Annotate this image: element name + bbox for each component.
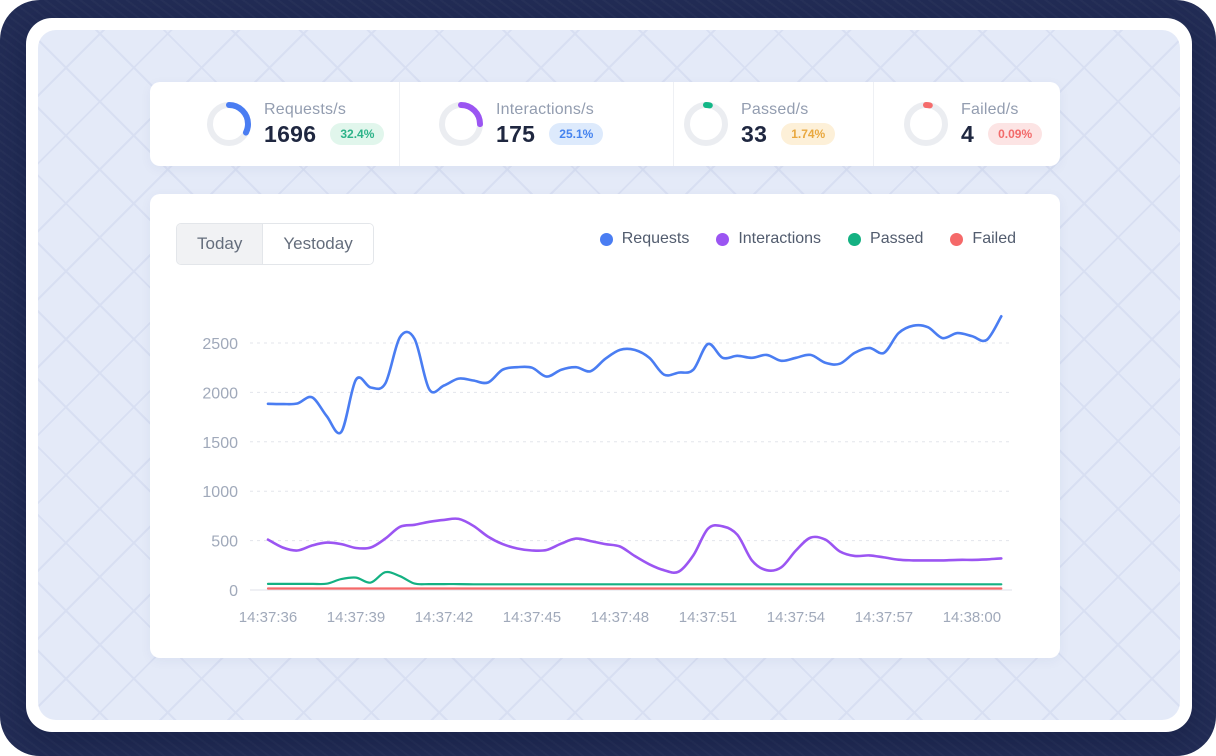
chart-legend: Requests Interactions Passed Failed	[599, 230, 1016, 248]
stat-interactions: Interactions/s 175 25.1%	[438, 82, 604, 166]
stat-failed: Failed/s 4 0.09%	[903, 82, 1043, 166]
stat-value: 4	[961, 120, 975, 147]
failed-ring-gauge	[904, 102, 948, 146]
stat-passed: Passed/s 33 1.74%	[683, 82, 836, 166]
stat-requests: Requests/s 1696 32.4%	[206, 82, 385, 166]
stat-badge: 1.74%	[781, 123, 836, 145]
svg-text:2000: 2000	[202, 385, 238, 402]
legend-item-passed[interactable]: Passed	[848, 230, 923, 248]
interactions-dot-icon	[716, 232, 730, 246]
divider	[399, 82, 400, 166]
svg-text:1000: 1000	[202, 484, 238, 501]
stat-value: 33	[741, 120, 768, 147]
svg-text:1500: 1500	[202, 435, 238, 452]
time-range-tabs: Today Yestoday	[176, 223, 374, 265]
divider	[673, 82, 674, 166]
legend-label: Passed	[870, 230, 924, 247]
stat-badge: 25.1%	[549, 123, 604, 145]
legend-label: Requests	[621, 230, 690, 247]
divider	[873, 82, 874, 166]
stat-value: 1696	[264, 120, 317, 147]
tab-today[interactable]: Today	[177, 224, 264, 264]
legend-item-failed[interactable]: Failed	[950, 230, 1016, 248]
stat-label: Requests/s	[264, 100, 347, 118]
legend-item-interactions[interactable]: Interactions	[716, 230, 821, 248]
requests-dot-icon	[599, 232, 613, 246]
interactions-ring-gauge	[439, 102, 483, 146]
stat-badge: 32.4%	[330, 123, 385, 145]
svg-text:14:37:48: 14:37:48	[591, 609, 649, 626]
legend-item-requests[interactable]: Requests	[599, 230, 690, 248]
svg-text:0: 0	[229, 583, 238, 600]
failed-dot-icon	[950, 232, 964, 246]
passed-ring-gauge	[684, 102, 728, 146]
svg-text:14:37:45: 14:37:45	[503, 609, 561, 626]
svg-text:14:37:57: 14:37:57	[855, 609, 913, 626]
dashboard-frame: Requests/s 1696 32.4% Interactions/s	[26, 18, 1192, 732]
stats-summary-card: Requests/s 1696 32.4% Interactions/s	[150, 82, 1060, 166]
stat-badge: 0.09%	[988, 123, 1043, 145]
stat-label: Interactions/s	[496, 100, 594, 118]
requests-ring-gauge	[207, 102, 251, 146]
passed-dot-icon	[848, 232, 862, 246]
svg-text:14:37:51: 14:37:51	[679, 609, 737, 626]
stat-value: 175	[496, 120, 536, 147]
svg-text:14:38:00: 14:38:00	[943, 609, 1001, 626]
svg-text:14:37:54: 14:37:54	[767, 609, 825, 626]
svg-text:14:37:36: 14:37:36	[239, 609, 297, 626]
line-chart: 0 500 1000 1500 2000 2500 14:37:36 14:37:39 14:3…	[202, 315, 1012, 626]
timeseries-chart-card: Today Yestoday Requests Interactions Pas…	[150, 194, 1060, 658]
pattern-backdrop: Requests/s 1696 32.4% Interactions/s	[38, 30, 1180, 720]
svg-text:14:37:39: 14:37:39	[327, 609, 385, 626]
legend-label: Interactions	[738, 230, 822, 247]
svg-text:500: 500	[211, 534, 238, 551]
svg-text:2500: 2500	[202, 336, 238, 353]
stat-label: Failed/s	[961, 100, 1019, 118]
legend-label: Failed	[972, 230, 1016, 247]
stat-label: Passed/s	[741, 100, 809, 118]
svg-text:14:37:42: 14:37:42	[415, 609, 473, 626]
tab-yesterday[interactable]: Yestoday	[263, 224, 373, 264]
